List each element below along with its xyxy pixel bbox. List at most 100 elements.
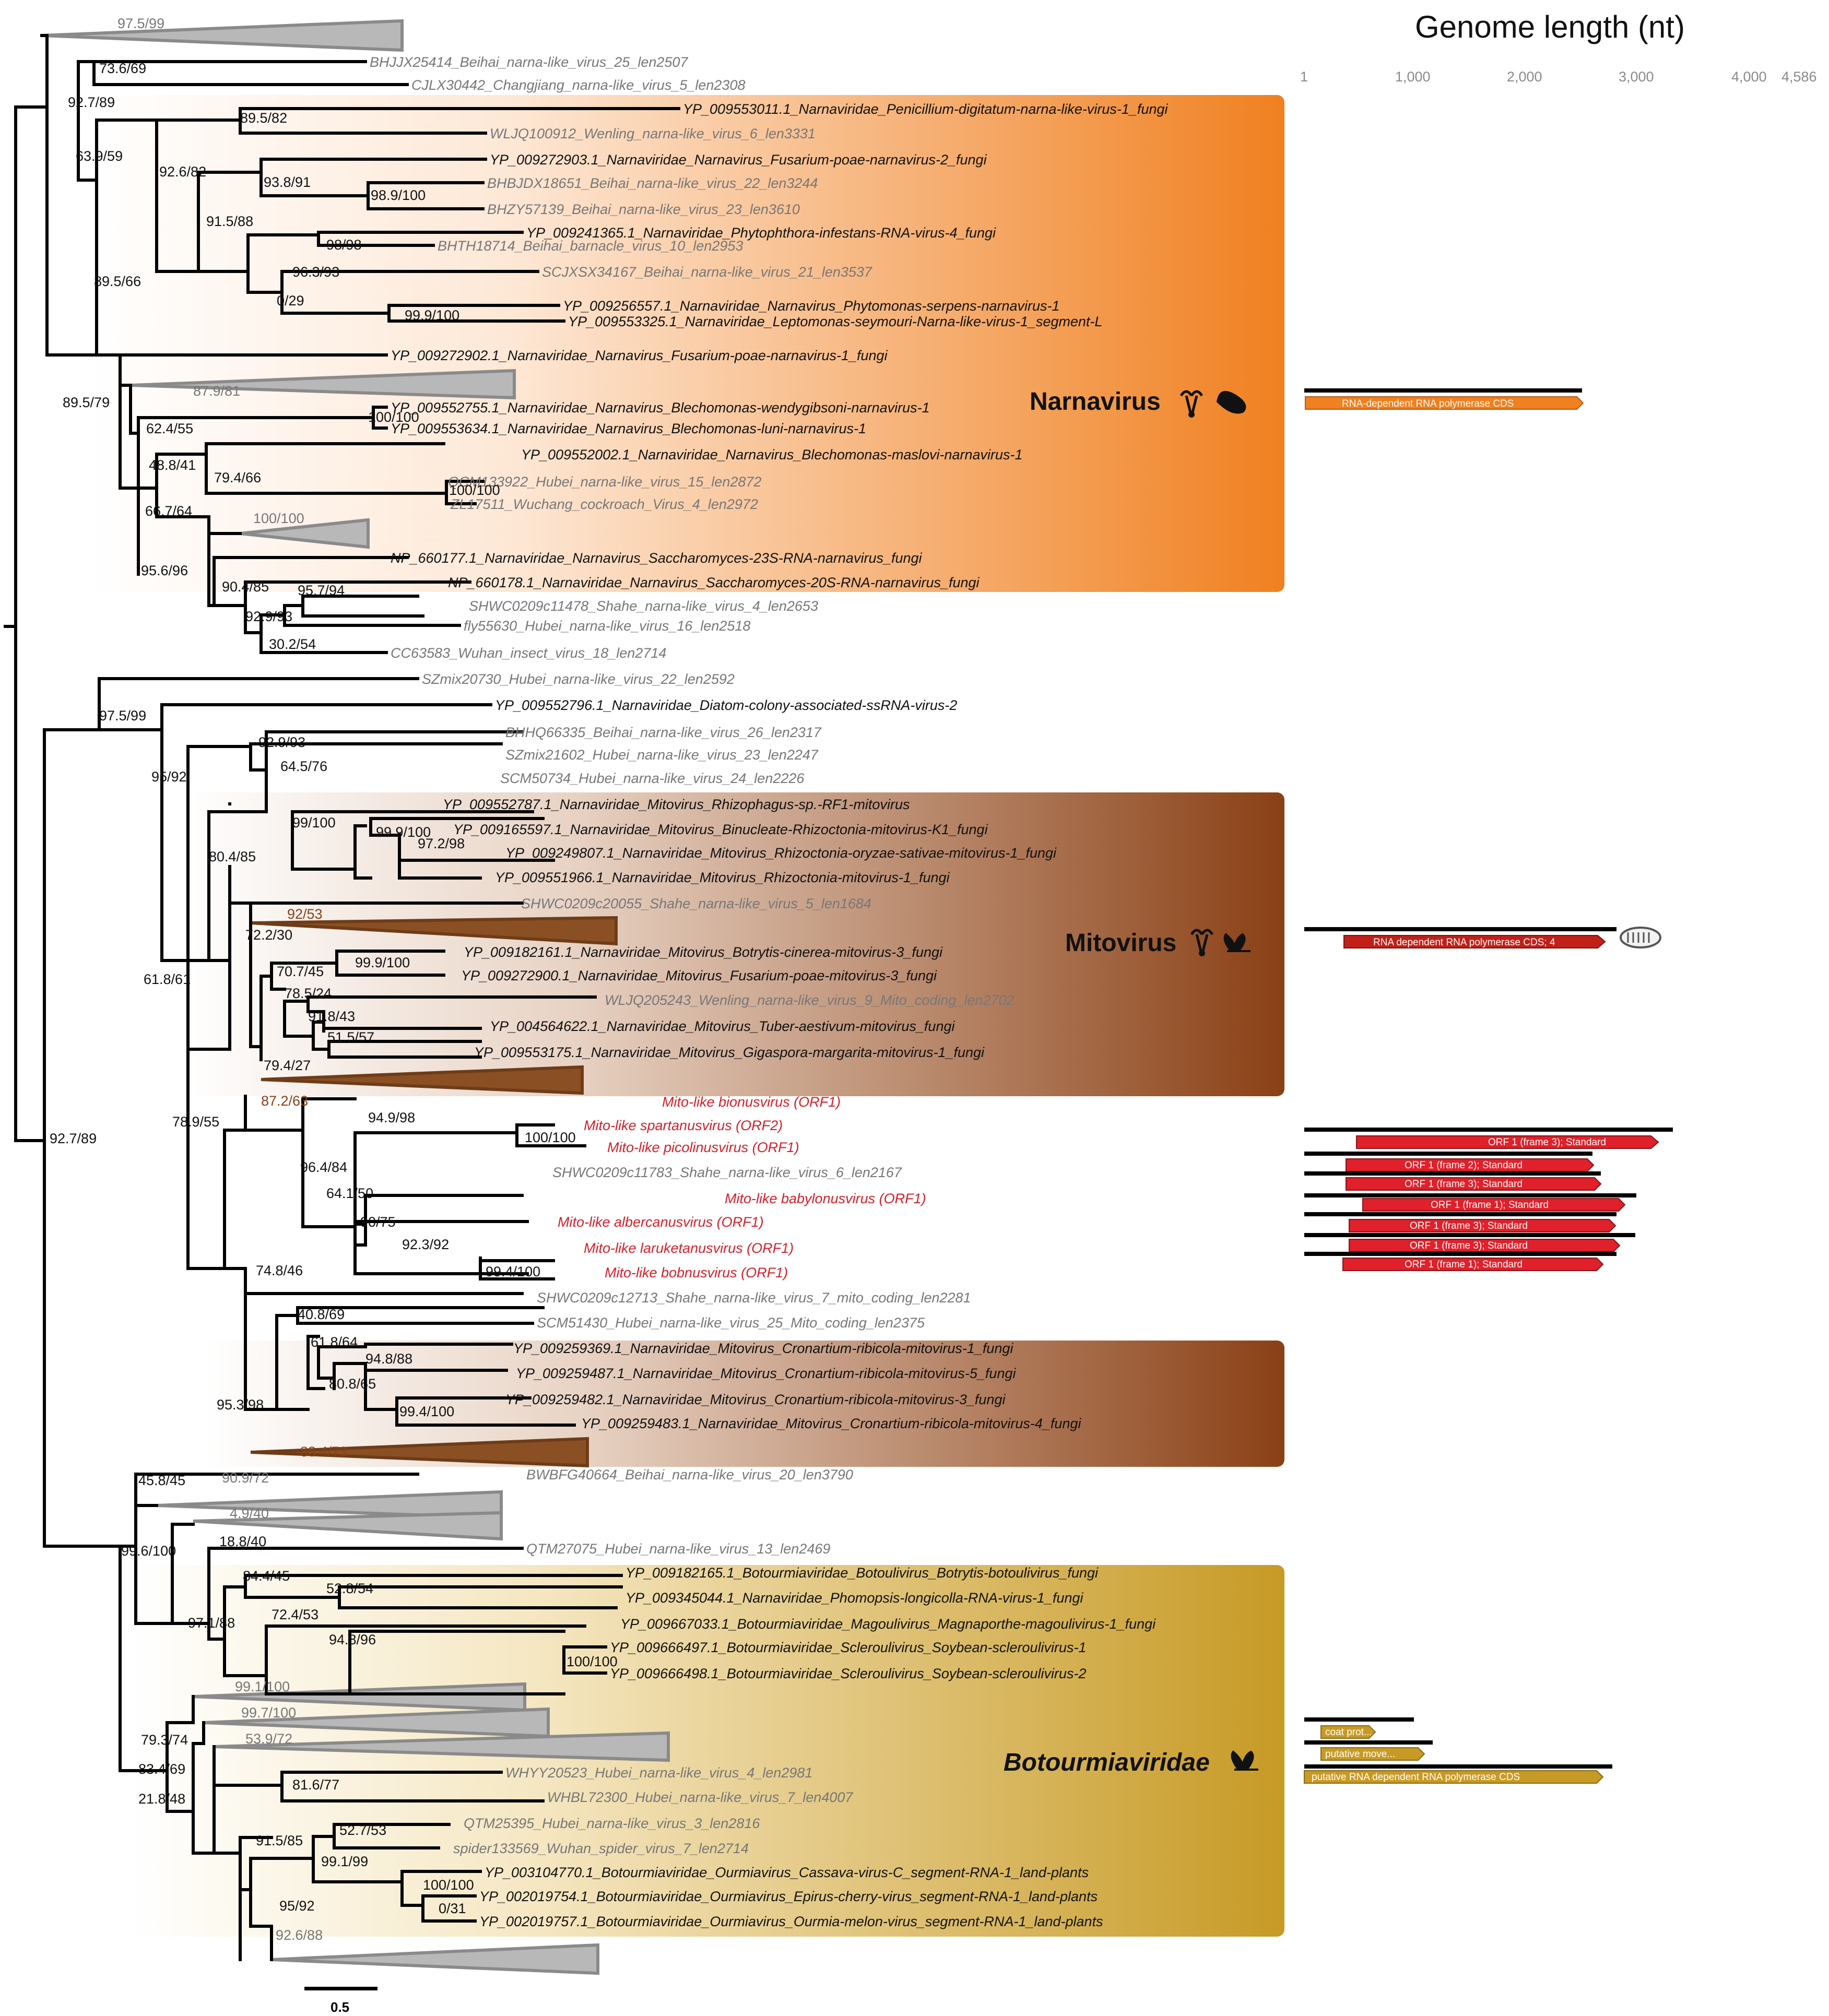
- support-value: 83.4/69: [138, 1761, 185, 1777]
- genome-line: [1304, 1128, 1673, 1132]
- cds-arrow: ORF 1 (frame 3); Standard: [1349, 1219, 1616, 1232]
- support-value: 80.8/65: [329, 1376, 376, 1392]
- support-value: 88.4/73: [300, 1444, 347, 1460]
- support-value: 97.2/98: [418, 836, 465, 851]
- support-value: 97.5/99: [117, 16, 164, 31]
- svg-text:ORF 1 (frame 1); Standard: ORF 1 (frame 1); Standard: [1405, 1259, 1523, 1270]
- support-value: 92/53: [287, 906, 323, 922]
- genome-line: [1304, 1193, 1636, 1197]
- support-value: 95.3/98: [217, 1397, 264, 1413]
- genome-line: [1304, 927, 1616, 931]
- leaf-label: SCJXSX34167_Beihai_narna-like_virus_21_l…: [542, 264, 872, 280]
- svg-text:ORF 1 (frame 1); Standard: ORF 1 (frame 1); Standard: [1431, 1200, 1549, 1211]
- plant-icon: [1231, 1750, 1258, 1771]
- leaf-label: YP_009182165.1_Botourmiaviridae_Botouliv…: [626, 1565, 1099, 1581]
- svg-text:ORF 1 (frame 3); Standard: ORF 1 (frame 3); Standard: [1410, 1240, 1528, 1251]
- support-value: 72.2/30: [245, 927, 292, 943]
- axis-tick-label: 4,586: [1781, 69, 1817, 85]
- support-value: 40.8/69: [298, 1307, 345, 1322]
- support-value: 84.4/45: [243, 1568, 290, 1584]
- leaf-label: WLJQ100912_Wenling_narna-like_virus_6_le…: [490, 126, 816, 141]
- genome-line: [1304, 1740, 1433, 1745]
- leaf-label: SHWC0209c11478_Shahe_narna-like_virus_4_…: [469, 598, 818, 614]
- support-value: 99/100: [292, 815, 336, 831]
- support-value: 64.5/76: [280, 758, 327, 774]
- leaf-label: YP_009553175.1_Narnaviridae_Mitovirus_Gi…: [474, 1045, 985, 1060]
- cds-arrow: ORF 1 (frame 3); Standard: [1349, 1239, 1621, 1252]
- support-value: 100/100: [525, 1130, 576, 1145]
- leaf-label: YP_009241365.1_Narnaviridae_Phytophthora…: [526, 225, 996, 241]
- leaf-label: YP_009259487.1_Narnaviridae_Mitovirus_Cr…: [516, 1366, 1016, 1381]
- clade-labels: Narnavirus Mitovirus Botourmiaviridae: [1004, 388, 1258, 1776]
- leaf-label: WHBL72300_Hubei_narna-like_virus_7_len40…: [547, 1789, 853, 1805]
- leaf-label: Mito-like albercanusvirus (ORF1): [558, 1214, 764, 1230]
- leaf-label: YP_009272903.1_Narnaviridae_Narnavirus_F…: [490, 152, 987, 168]
- leaf-label: Mito-like babylonusvirus (ORF1): [725, 1191, 926, 1206]
- support-value: 99.1/100: [235, 1679, 290, 1694]
- leaf-label: BHTH18714_Beihai_barnacle_virus_10_len29…: [438, 238, 743, 254]
- support-value: 100/100: [423, 1877, 474, 1893]
- support-value: 70.7/45: [277, 964, 324, 979]
- support-value: 100/100: [449, 482, 500, 498]
- support-value: 92.7/89: [50, 1131, 97, 1146]
- support-value: 90/75: [360, 1214, 396, 1230]
- leaf-label: YP_009259483.1_Narnaviridae_Mitovirus_Cr…: [581, 1416, 1081, 1431]
- collapsed-triangle: [156, 1490, 503, 1520]
- support-value: 87.9/81: [193, 383, 240, 399]
- leaf-label: Mito-like bobnusvirus (ORF1): [605, 1265, 788, 1280]
- cds-arrow: ORF 1 (frame 3); Standard: [1346, 1177, 1602, 1191]
- leaf-label: NP_660177.1_Narnaviridae_Narnavirus_Sacc…: [391, 550, 923, 566]
- leaf-label: YP_009553634.1_Narnaviridae_Narnavirus_B…: [391, 421, 866, 436]
- support-value: 92.9/93: [258, 734, 305, 750]
- cds-arrow: putative move...: [1320, 1747, 1425, 1761]
- leaf-label: CJLX30442_Changjiang_narna-like_virus_5_…: [411, 77, 745, 93]
- cds-arrow: RNA dependent RNA polymerase CDS; 4: [1343, 935, 1606, 948]
- leaf-label: YP_009552796.1_Narnaviridae_Diatom-colon…: [495, 697, 957, 713]
- svg-text:RNA dependent RNA polymerase C: RNA dependent RNA polymerase CDS; 4: [1373, 937, 1555, 948]
- support-value: 89.5/66: [94, 274, 141, 289]
- support-value: 21.8/48: [138, 1791, 185, 1807]
- collapsed-triangle: [214, 1731, 670, 1762]
- leaf-label: BHBJDX18651_Beihai_narna-like_virus_22_l…: [487, 175, 818, 191]
- leaf-label: YP_009553325.1_Narnaviridae_Leptomonas-s…: [568, 314, 1103, 329]
- support-value: 53.9/72: [245, 1731, 292, 1747]
- leaf-label: fly55630_Hubei_narna-like_virus_16_len25…: [464, 618, 750, 634]
- leaf-label: Mito-like bionusvirus (ORF1): [662, 1094, 841, 1110]
- leaf-label: YP_009551966.1_Narnaviridae_Mitovirus_Rh…: [495, 870, 950, 885]
- narnavirus-highlight: [89, 95, 1284, 592]
- collapsed-triangle: [130, 369, 516, 400]
- collapsed-triangle: [271, 1943, 599, 1975]
- leaf-label: SHWC0209c12713_Shahe_narna-like_virus_7_…: [537, 1290, 971, 1306]
- support-value: 98.9/100: [371, 187, 426, 203]
- genome-line: [1304, 1152, 1592, 1156]
- support-value: 63.9/59: [76, 148, 123, 164]
- genome-length-axis: Genome length (nt) 1 1,000 2,000 3,000 4…: [1300, 9, 1817, 85]
- support-value: 99.4/100: [399, 1404, 454, 1419]
- support-value: 30.2/54: [269, 636, 316, 652]
- collapsed-triangle: [193, 1511, 503, 1541]
- leaf-label: SZmix21602_Hubei_narna-like_virus_23_len…: [505, 747, 819, 763]
- axis-tick-label: 3,000: [1619, 69, 1654, 85]
- leaf-label: YP_002019757.1_Botourmiaviridae_Ourmiavi…: [479, 1914, 1103, 1929]
- axis-tick-label: 1,000: [1395, 69, 1431, 85]
- support-value: 99.9/100: [405, 307, 459, 323]
- scale-bar: 0.5: [304, 1987, 377, 2015]
- axis-tick-label: 4,000: [1731, 69, 1767, 85]
- collapsed-triangle: [203, 1707, 550, 1738]
- leaf-label: YP_009182161.1_Narnaviridae_Mitovirus_Bo…: [464, 944, 943, 960]
- collapsed-triangle: [261, 1065, 584, 1095]
- mitovirus-cronartium-highlight: [204, 1341, 1284, 1467]
- leaf-label: YP_009256557.1_Narnaviridae_Narnavirus_P…: [563, 298, 1060, 314]
- genome-line: [1304, 1717, 1414, 1722]
- support-value: 94.8/88: [365, 1351, 412, 1367]
- support-value: 94.9/98: [368, 1110, 415, 1125]
- collapsed-triangle: [250, 916, 618, 946]
- leaf-label: SCM51430_Hubei_narna-like_virus_25_Mito_…: [537, 1315, 925, 1331]
- cds-arrow: RNA-dependent RNA polymerase CDS: [1305, 396, 1584, 410]
- support-value: 90.9/72: [222, 1470, 269, 1486]
- leaf-label: SHWC0209c11783_Shahe_narna-like_virus_6_…: [552, 1165, 902, 1180]
- support-value: 96.3/93: [292, 264, 339, 280]
- leaf-label: CC63583_Wuhan_insect_virus_18_len2714: [391, 645, 666, 661]
- genome-line: [1304, 1171, 1601, 1176]
